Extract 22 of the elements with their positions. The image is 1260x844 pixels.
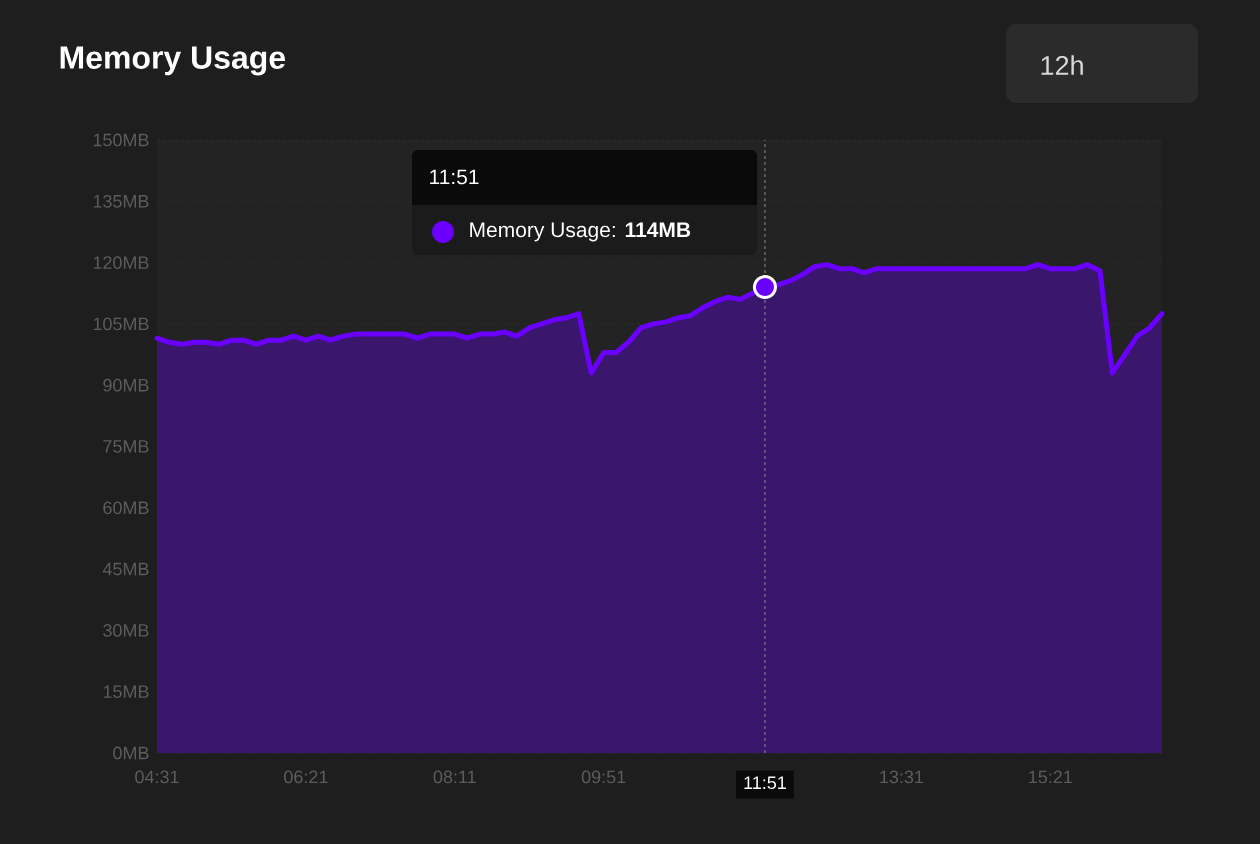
x-tick-label: 09:51 [581, 770, 626, 784]
y-tick-label: 120MB [93, 256, 149, 269]
annotation: Memory Usage: 114MB [470, 222, 691, 242]
y-tick-label: 45MB [102, 562, 149, 576]
y-tick-label: 60MB [103, 501, 149, 515]
y-tick-label: 90MB [103, 378, 149, 392]
y-tick-label: 75MB [103, 440, 149, 453]
y-tick-label: 135MB [93, 194, 149, 208]
text: 12h [1041, 55, 1083, 75]
x-tick-label: 06:21 [284, 770, 328, 784]
annotation: 11:51 [430, 169, 479, 185]
x-tick-label: 15:21 [1029, 770, 1072, 784]
x-tick-label: 13:31 [880, 770, 924, 784]
y-tick-label: 30MB [103, 624, 149, 637]
x-tick-label: 08:11 [433, 770, 476, 784]
y-tick-label: 105MB [93, 317, 149, 331]
x-tick-label: 11:51 [744, 776, 786, 790]
chart-title: Memory Usage [60, 46, 286, 76]
y-tick-label: 150MB [93, 133, 149, 147]
y-tick-label: 0MB [113, 746, 149, 760]
x-tick-label: 04:31 [135, 770, 179, 784]
y-tick-label: 15MB [103, 685, 149, 698]
